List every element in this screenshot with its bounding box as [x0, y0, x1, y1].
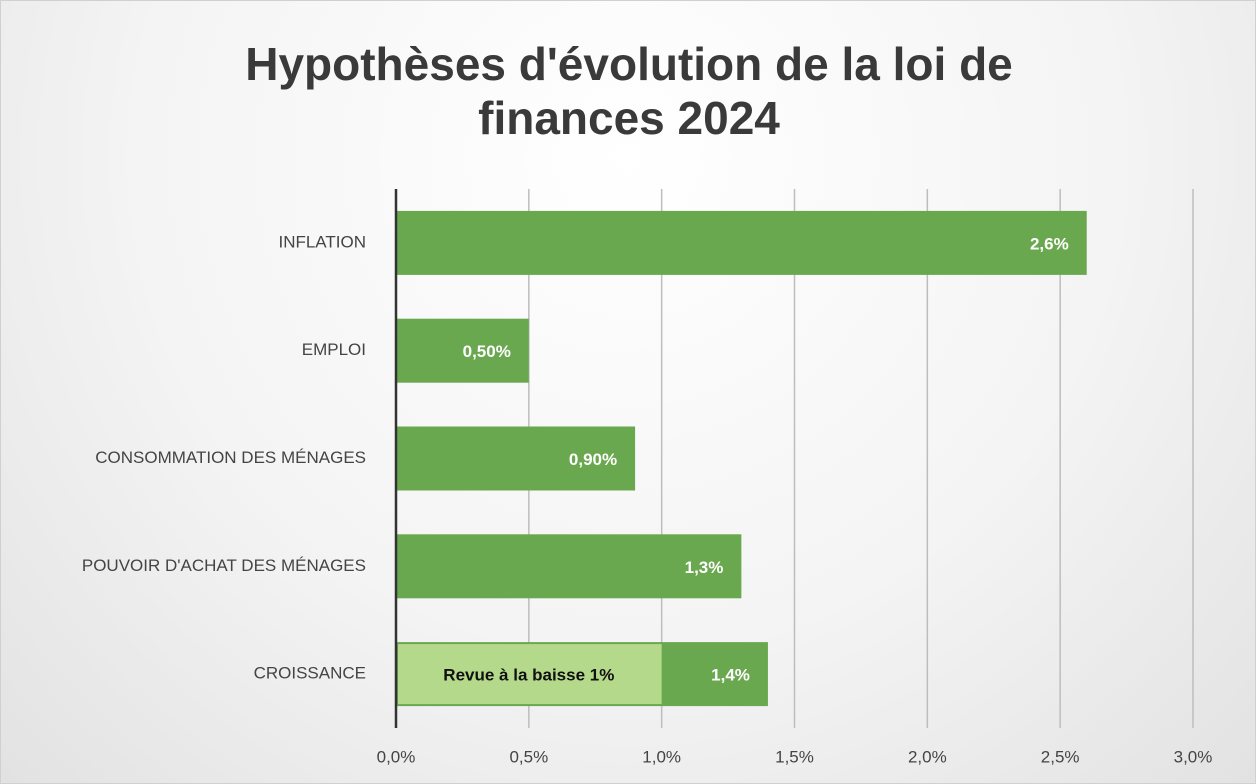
- value-label: 1,3%: [685, 558, 724, 577]
- x-tick-label: 2,0%: [908, 747, 947, 766]
- x-tick-label: 1,0%: [642, 747, 681, 766]
- bar: [396, 426, 636, 491]
- bar: [396, 534, 742, 599]
- x-tick-label: 0,0%: [377, 747, 416, 766]
- y-tick-label: CROISSANCE: [254, 664, 366, 683]
- chart-title: Hypothèses d'évolution de la loi de fina…: [245, 38, 1013, 144]
- y-tick-label: INFLATION: [278, 232, 366, 251]
- value-label: 0,90%: [569, 450, 617, 469]
- bar: [396, 318, 529, 383]
- bar: [396, 210, 1087, 275]
- y-tick-label: POUVOIR D'ACHAT DES MÉNAGES: [82, 556, 366, 575]
- annotation-text: Revue à la baisse 1%: [443, 666, 614, 685]
- x-tick-label: 1,5%: [775, 747, 814, 766]
- y-tick-label: CONSOMMATION DES MÉNAGES: [95, 448, 366, 467]
- value-label: 0,50%: [463, 342, 511, 361]
- y-tick-label: EMPLOI: [302, 340, 366, 359]
- annotation-box: [398, 644, 662, 705]
- value-label: 1,4%: [711, 666, 750, 685]
- x-tick-label: 2,5%: [1041, 747, 1080, 766]
- x-tick-label: 3,0%: [1174, 747, 1213, 766]
- value-label: 2,6%: [1030, 234, 1069, 253]
- x-tick-label: 0,5%: [509, 747, 548, 766]
